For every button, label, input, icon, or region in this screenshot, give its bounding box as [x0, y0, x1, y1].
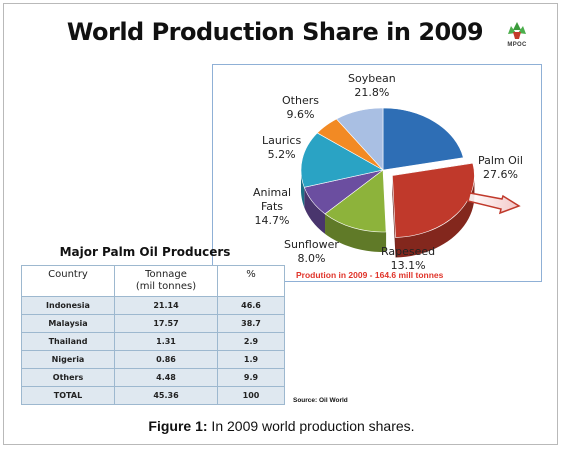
caption-label: Figure 1:: [148, 418, 208, 434]
cell-country: Indonesia: [21, 296, 115, 315]
production-note: Prodution in 2009 - 164.6 mill tonnes: [296, 270, 444, 280]
pie-chart-box: [212, 64, 542, 282]
cell-country: Malaysia: [21, 314, 115, 333]
cell-country: TOTAL: [21, 386, 115, 405]
cell-tonnage: 4.48: [114, 368, 218, 387]
pie-label-sunflower: Sunflower 8.0%: [284, 238, 339, 265]
cell-country: Thailand: [21, 332, 115, 351]
cell-percent: 9.9: [217, 368, 285, 387]
caption-text: In 2009 world production shares.: [207, 418, 415, 434]
table-row: Others 4.48 9.9: [21, 368, 285, 387]
cell-percent: 38.7: [217, 314, 285, 333]
cell-country: Others: [21, 368, 115, 387]
cell-country: Nigeria: [21, 350, 115, 369]
figure-caption: Figure 1: In 2009 world production share…: [0, 418, 563, 434]
table-row: Indonesia 21.14 46.6: [21, 296, 285, 315]
cell-tonnage: 45.36: [114, 386, 218, 405]
pie-label-laurics: Laurics 5.2%: [262, 134, 302, 161]
cell-tonnage: 1.31: [114, 332, 218, 351]
tonnage-header-text: Tonnage (mil tonnes): [135, 269, 197, 292]
chart-title: World Production Share in 2009: [66, 18, 484, 46]
pie-label-soybean: Soybean 21.8%: [348, 72, 396, 99]
column-header-tonnage: Tonnage (mil tonnes): [114, 265, 218, 297]
mpoc-logo-icon: MPOC: [500, 20, 534, 48]
table-row: TOTAL 45.36 100: [21, 386, 285, 405]
cell-tonnage: 21.14: [114, 296, 218, 315]
pie-label-rapeseed: Rapeseed 13.1%: [381, 245, 436, 272]
column-header-percent: %: [217, 265, 285, 297]
cell-percent: 46.6: [217, 296, 285, 315]
cell-tonnage: 0.86: [114, 350, 218, 369]
logo-text: MPOC: [507, 42, 527, 48]
pie-label-animal-fats: Animal Fats 14.7%: [252, 186, 292, 227]
cell-percent: 2.9: [217, 332, 285, 351]
pie-label-palm-oil: Palm Oil 27.6%: [478, 154, 523, 181]
table-title: Major Palm Oil Producers: [59, 245, 231, 259]
pie-label-others: Others 9.6%: [282, 94, 319, 121]
table-source: Source: Oil World: [293, 397, 348, 404]
table-row: Nigeria 0.86 1.9: [21, 350, 285, 369]
column-header-country: Country: [21, 265, 115, 297]
cell-percent: 100: [217, 386, 285, 405]
table-header-row: Country Tonnage (mil tonnes) %: [21, 265, 285, 297]
cell-tonnage: 17.57: [114, 314, 218, 333]
table-row: Malaysia 17.57 38.7: [21, 314, 285, 333]
cell-percent: 1.9: [217, 350, 285, 369]
table-row: Thailand 1.31 2.9: [21, 332, 285, 351]
producers-table: Country Tonnage (mil tonnes) % Indonesia …: [21, 265, 285, 405]
